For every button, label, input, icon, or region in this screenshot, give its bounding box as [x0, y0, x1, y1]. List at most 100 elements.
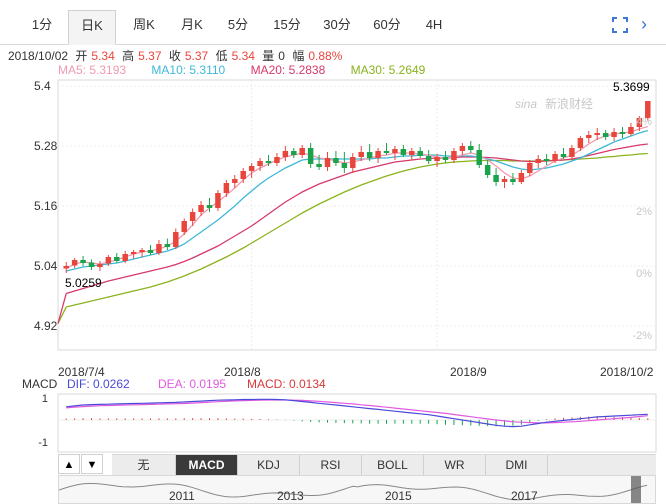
candle-body	[468, 146, 474, 150]
ma20-lead	[57, 293, 67, 324]
range-navigator[interactable]: 2011 2013 2015 2017	[58, 475, 656, 504]
close-label: 收	[168, 49, 181, 63]
candle-body	[282, 151, 289, 157]
volume-label: 量	[262, 49, 275, 63]
tab-weekly-k[interactable]: 周K	[133, 17, 155, 32]
candle-body	[88, 262, 95, 267]
nav-year-2013: 2013	[277, 489, 304, 503]
candle-body	[451, 151, 457, 160]
price-tick-label: 5.04	[34, 259, 58, 273]
tab-4h[interactable]: 4H	[425, 17, 443, 32]
candle-body	[333, 158, 339, 163]
candle-body	[358, 152, 364, 157]
tab-30min[interactable]: 30分	[323, 17, 351, 32]
tab-1min[interactable]: 1分	[31, 17, 53, 32]
watermark-logo: sina	[515, 97, 537, 111]
indicator-none[interactable]: 无	[112, 455, 176, 475]
candle-body	[299, 148, 305, 155]
high-label: 高	[122, 49, 135, 63]
price-tick-label: 5.4	[34, 79, 51, 93]
x-tick-label: 2018/7/4	[58, 365, 105, 379]
tab-monthly-k[interactable]: 月K	[181, 17, 203, 32]
candle-body	[147, 250, 154, 253]
candle-body	[476, 150, 482, 165]
candle-body	[459, 146, 466, 151]
candle-body	[341, 163, 348, 168]
open-label: 开	[75, 49, 88, 63]
candle-body	[291, 151, 297, 155]
x-tick-label: 2018/10/2	[600, 365, 654, 379]
tab-60min[interactable]: 60分	[373, 17, 401, 32]
candle-body	[316, 164, 322, 167]
indicator-wr[interactable]: WR	[424, 455, 486, 475]
indicator-toolbar: 无 MACD KDJ RSI BOLL WR DMI	[112, 454, 656, 476]
arrow-down-button[interactable]: ▼	[81, 454, 103, 474]
x-tick-label: 2018/9	[450, 365, 487, 379]
tab-daily-k[interactable]: 日K	[68, 10, 116, 45]
change-label: 幅	[292, 49, 305, 63]
candle-body	[206, 205, 213, 208]
candle-body	[232, 179, 238, 183]
low-value: 5.34	[231, 49, 255, 63]
nav-year-2015: 2015	[385, 489, 412, 503]
price-tick-label: 5.16	[34, 199, 58, 213]
indicator-boll[interactable]: BOLL	[362, 455, 424, 475]
navigator-handle[interactable]	[631, 476, 641, 503]
ma20-legend: MA20: 5.2838	[250, 63, 326, 77]
candle-body	[501, 179, 508, 182]
indicator-rsi[interactable]: RSI	[300, 455, 362, 475]
candle-body	[484, 165, 491, 175]
candle-body	[577, 138, 584, 148]
price-tick-label: 4.92	[34, 319, 58, 333]
ma10-line	[66, 129, 648, 272]
dea-legend: DEA: 0.0195	[158, 377, 226, 391]
low-label: 低	[215, 49, 228, 63]
candle-body	[122, 254, 128, 261]
candle-body	[265, 161, 272, 163]
ma5-line	[65, 125, 648, 270]
candle-body	[569, 148, 575, 157]
pct-tick-label: 2%	[636, 206, 652, 218]
candle-body	[97, 264, 103, 267]
arrow-right-icon[interactable]: ›	[641, 14, 647, 34]
candle-body	[223, 183, 230, 193]
candle-body	[215, 193, 221, 208]
ma10-legend: MA10: 5.3110	[151, 63, 226, 77]
fullscreen-icon[interactable]	[612, 17, 628, 33]
candle-body	[409, 151, 415, 155]
candle-body	[442, 157, 449, 160]
ma-legend: MA5: 5.3193 MA10: 5.3110 MA20: 5.2838 MA…	[58, 63, 429, 77]
candle-body	[181, 221, 187, 232]
close-value: 5.37	[184, 49, 209, 63]
candle-body	[350, 157, 356, 168]
candle-body	[628, 127, 634, 134]
tab-5min[interactable]: 5分	[227, 17, 249, 32]
quote-date: 2018/10/02	[8, 49, 69, 63]
candle-body	[173, 232, 179, 247]
pct-tick-label: -2%	[632, 330, 652, 342]
dif-legend: DIF: 0.0262	[67, 377, 130, 391]
change-value: 0.88%	[308, 49, 343, 63]
price-panel-frame	[57, 79, 657, 351]
macd-legend: MACD: 0.0134	[247, 377, 326, 391]
candle-body	[560, 154, 567, 157]
price-tick-label: 5.28	[34, 139, 58, 153]
indicator-dmi[interactable]: DMI	[486, 455, 548, 475]
candle-body	[63, 266, 69, 269]
tab-15min[interactable]: 15分	[273, 17, 301, 32]
candle-body	[400, 149, 407, 155]
indicator-kdj[interactable]: KDJ	[238, 455, 300, 475]
candle-body	[645, 101, 651, 118]
nav-year-2017: 2017	[511, 489, 538, 503]
high-value: 5.37	[138, 49, 162, 63]
arrow-up-button[interactable]: ▲	[58, 454, 80, 474]
candle-body	[594, 133, 600, 135]
candle-body	[189, 212, 196, 221]
candle-body	[602, 133, 609, 137]
indicator-macd[interactable]: MACD	[176, 455, 238, 475]
watermark: 新浪财经	[545, 96, 593, 111]
candle-body	[392, 149, 398, 153]
candle-body	[80, 260, 86, 263]
min-annotation: 5.0259	[65, 276, 102, 290]
